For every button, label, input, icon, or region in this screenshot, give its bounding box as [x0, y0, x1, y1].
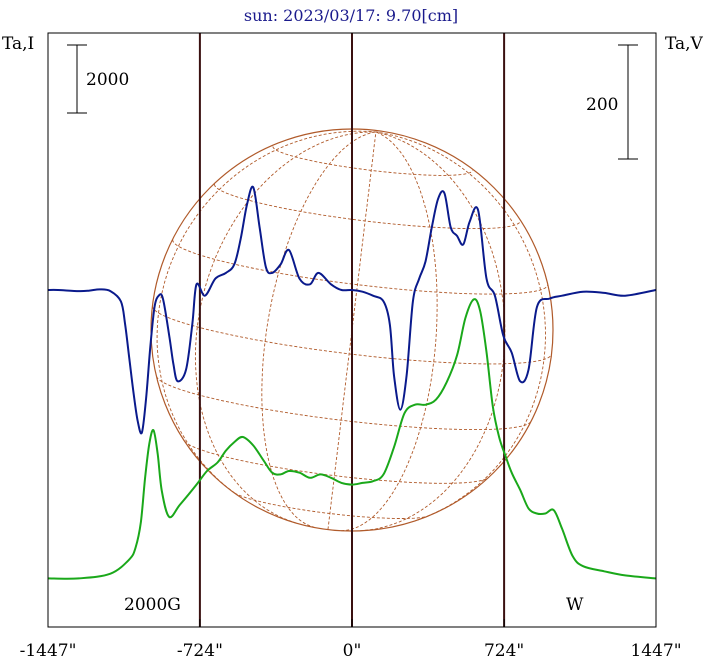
annotation-west: W	[566, 595, 584, 615]
x-axis-ticks: -1447" -724" 0" 724" 1447"	[20, 619, 682, 661]
right-scale-bar-label: 200	[586, 95, 618, 115]
longitude-line	[359, 131, 506, 532]
right-scale-bar	[618, 44, 638, 160]
longitude-line	[156, 130, 376, 500]
x-tick-label: 724"	[484, 641, 524, 661]
x-tick-label: -1447"	[20, 641, 77, 661]
x-tick-label: 1447"	[630, 641, 681, 661]
x-tick-label: 0"	[343, 641, 362, 661]
series-line-polarization	[47, 185, 657, 435]
x-tick-label: -724"	[177, 641, 223, 661]
longitude-line	[341, 131, 438, 532]
right-axis-label: Ta,V	[665, 34, 704, 54]
vertical-marker-lines	[198, 33, 506, 627]
longitude-line	[375, 131, 546, 521]
left-scale-bar-label: 2000	[86, 70, 129, 90]
latitude-line	[172, 239, 549, 295]
series-line-intensity	[47, 298, 657, 580]
left-scale-bar	[67, 44, 87, 114]
latitude-line	[156, 376, 532, 431]
latitude-line	[234, 492, 428, 519]
left-axis-label: Ta,I	[2, 34, 34, 54]
latitude-line	[184, 440, 489, 484]
series-lines	[47, 185, 657, 580]
annotation-gauss: 2000G	[124, 595, 181, 615]
longitude-line	[194, 131, 376, 524]
longitude-line	[261, 131, 376, 528]
chart-title: sun: 2023/03/17: 9.70[cm]	[244, 6, 458, 25]
